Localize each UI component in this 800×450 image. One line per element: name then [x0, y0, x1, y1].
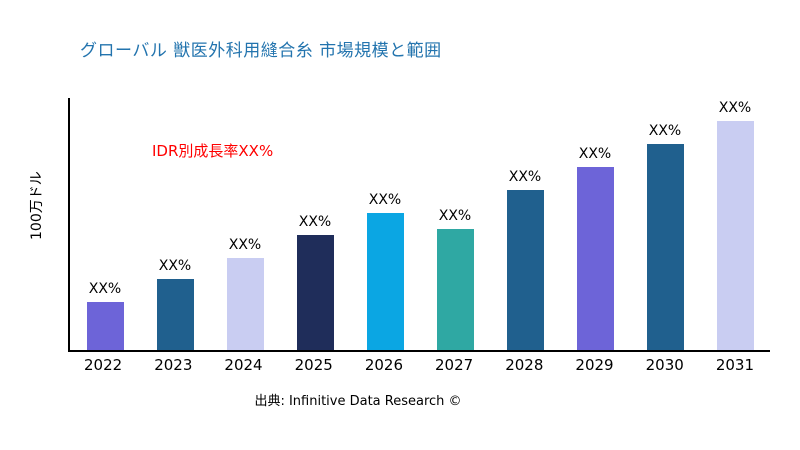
bar-2026: [366, 213, 404, 350]
bar-2030: [646, 144, 684, 350]
bar-value-label-2022: XX%: [88, 281, 122, 297]
bar-column-2029: XX%: [560, 146, 630, 350]
x-tick-2028: 2028: [505, 356, 544, 374]
x-tick-2023: 2023: [154, 356, 193, 374]
bar-2027: [436, 229, 474, 350]
bar-2028: [506, 190, 544, 350]
bar-value-label-2029: XX%: [578, 146, 612, 162]
bar-2022: [86, 302, 124, 350]
bar-column-2027: XX%: [420, 208, 490, 350]
bar-value-label-2025: XX%: [298, 214, 332, 230]
bar-value-label-2026: XX%: [368, 192, 402, 208]
x-tick-2027: 2027: [435, 356, 474, 374]
bar-value-label-2030: XX%: [648, 123, 682, 139]
bar-2023: [156, 279, 194, 350]
chart-title: グローバル 獣医外科用縫合糸 市場規模と範囲: [80, 41, 442, 61]
x-axis-ticks: 2022 2023 2024 2025 2026 2027 2028 2029 2030 2031: [68, 356, 770, 374]
plot-area: IDR別成長率XX% XX% XX% XX% XX% XX% XX% XX% XX% XX% XX…: [68, 98, 770, 352]
x-tick-2031: 2031: [715, 356, 755, 374]
bar-column-2028: XX%: [490, 169, 560, 350]
bar-2029: [576, 167, 614, 350]
bar-column-2023: XX%: [140, 258, 210, 350]
bar-column-2024: XX%: [210, 237, 280, 350]
bar-column-2031: XX%: [700, 100, 770, 350]
x-tick-2025: 2025: [294, 356, 333, 374]
bar-value-label-2028: XX%: [508, 169, 542, 185]
bar-2024: [226, 258, 264, 350]
bar-value-label-2027: XX%: [438, 208, 472, 224]
x-tick-2029: 2029: [575, 356, 614, 374]
x-tick-2030: 2030: [645, 356, 684, 374]
x-tick-2022: 2022: [84, 356, 123, 374]
y-axis-label: 100万ドル: [29, 171, 45, 240]
bar-column-2026: XX%: [350, 192, 420, 350]
x-tick-2026: 2026: [364, 356, 403, 374]
growth-rate-annotation: IDR別成長率XX%: [152, 142, 274, 160]
bar-column-2022: XX%: [70, 281, 140, 350]
bar-2031: [716, 121, 754, 350]
bar-column-2025: XX%: [280, 214, 350, 350]
bar-value-label-2024: XX%: [228, 237, 262, 253]
x-tick-2024: 2024: [224, 356, 263, 374]
source-text: 出典: Infinitive Data Research ©: [254, 394, 462, 409]
bar-value-label-2023: XX%: [158, 258, 192, 274]
bar-column-2030: XX%: [630, 123, 700, 350]
bar-value-label-2031: XX%: [718, 100, 752, 116]
bar-2025: [296, 235, 334, 350]
